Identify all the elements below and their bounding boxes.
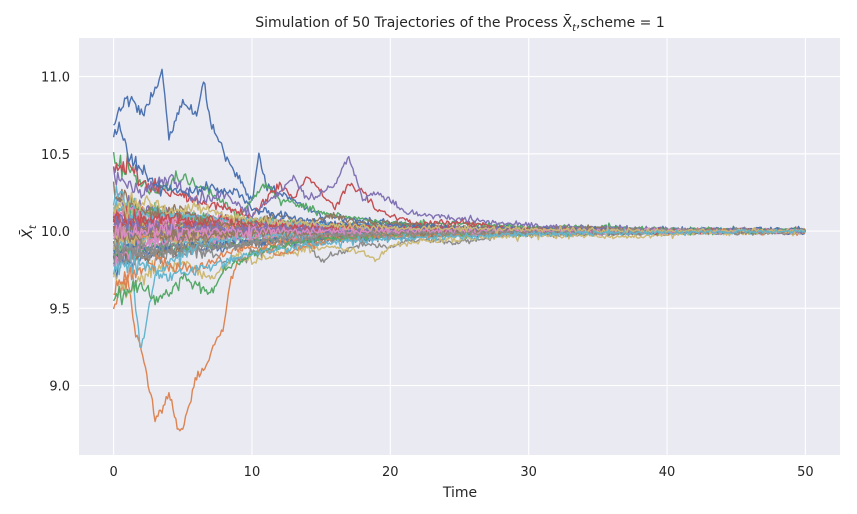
chart-title-subscript: t [572, 23, 577, 34]
x-tick-label: 40 [659, 465, 676, 480]
y-tick-label: 9.0 [49, 380, 70, 395]
y-axis-label-main: X̄ [18, 229, 36, 240]
chart-title-suffix: ,scheme = 1 [576, 15, 665, 31]
chart-title: Simulation of 50 Trajectories of the Pro… [255, 13, 664, 34]
y-tick-label: 9.5 [49, 302, 70, 317]
series-line-19 [112, 191, 806, 236]
x-tick-label: 0 [109, 465, 117, 480]
x-axis-label: Time [442, 485, 477, 501]
series-line-20 [112, 228, 806, 282]
y-tick-label: 10.5 [41, 148, 70, 163]
series-layer [112, 68, 807, 432]
x-tick-label: 50 [797, 465, 814, 480]
x-tick-label: 30 [520, 465, 537, 480]
y-axis-label-subscript: t [28, 224, 39, 229]
grid-lines [79, 38, 840, 455]
x-tick-label: 20 [382, 465, 399, 480]
chart-title-main: Simulation of 50 Trajectories of the Pro… [255, 13, 572, 31]
y-axis-label: X̄t [18, 224, 39, 240]
x-tick-label: 10 [244, 465, 261, 480]
x-axis-ticks: 0 10 20 30 40 50 [109, 465, 813, 480]
y-axis-ticks: 9.0 9.5 10.0 10.5 11.0 [41, 71, 70, 395]
y-tick-label: 10.0 [41, 225, 70, 240]
y-tick-label: 11.0 [41, 71, 70, 86]
